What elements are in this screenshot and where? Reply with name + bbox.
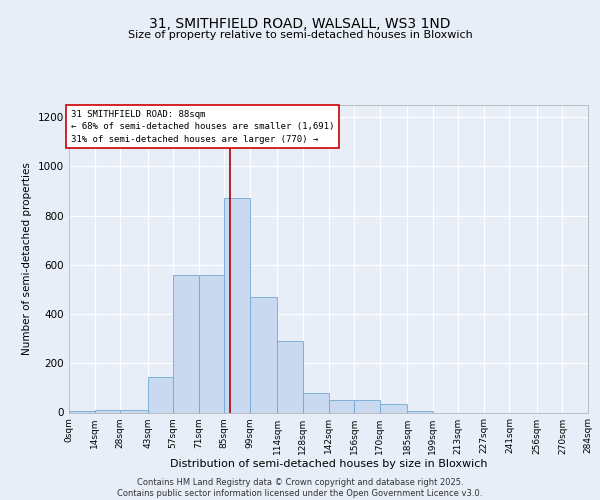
Bar — [224, 198, 250, 412]
Text: 31 SMITHFIELD ROAD: 88sqm
← 68% of semi-detached houses are smaller (1,691)
31% : 31 SMITHFIELD ROAD: 88sqm ← 68% of semi-… — [71, 110, 334, 144]
Bar — [148, 377, 173, 412]
Bar — [354, 400, 380, 412]
Bar — [95, 410, 120, 412]
Bar — [120, 410, 148, 412]
Bar — [199, 274, 224, 412]
Text: Size of property relative to semi-detached houses in Bloxwich: Size of property relative to semi-detach… — [128, 30, 472, 40]
Y-axis label: Number of semi-detached properties: Number of semi-detached properties — [22, 162, 32, 355]
X-axis label: Distribution of semi-detached houses by size in Bloxwich: Distribution of semi-detached houses by … — [170, 460, 487, 469]
Bar — [277, 341, 303, 412]
Bar — [250, 297, 277, 412]
Bar — [303, 393, 329, 412]
Bar — [380, 404, 407, 412]
Text: 31, SMITHFIELD ROAD, WALSALL, WS3 1ND: 31, SMITHFIELD ROAD, WALSALL, WS3 1ND — [149, 18, 451, 32]
Text: Contains HM Land Registry data © Crown copyright and database right 2025.
Contai: Contains HM Land Registry data © Crown c… — [118, 478, 482, 498]
Bar — [329, 400, 354, 412]
Bar — [173, 274, 199, 412]
